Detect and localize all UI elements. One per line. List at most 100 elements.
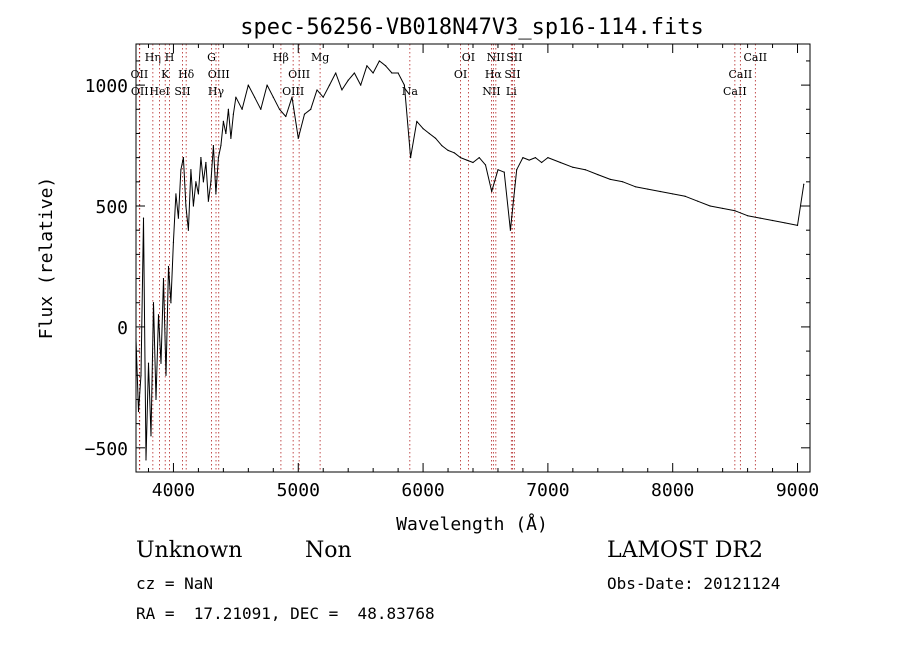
y-axis-label: Flux (relative) — [36, 177, 57, 340]
data-point — [322, 96, 324, 98]
data-point — [217, 157, 219, 159]
marker-label-0: OII — [131, 68, 149, 81]
data-point — [310, 108, 312, 110]
marker-label-17: OI — [462, 51, 475, 64]
marker-label-16: OI — [454, 68, 467, 81]
data-point — [428, 132, 430, 135]
data-point — [145, 459, 147, 461]
data-point — [180, 169, 182, 171]
data-point — [597, 173, 599, 176]
x-axis-label: Wavelength (Å) — [396, 513, 548, 535]
y-tick-label: 500 — [95, 197, 128, 218]
data-point — [212, 144, 214, 147]
marker-label-6: SII — [174, 85, 190, 98]
data-point — [528, 159, 530, 161]
data-point — [634, 186, 636, 188]
data-point — [152, 302, 155, 304]
data-point — [142, 217, 145, 219]
data-point — [447, 149, 449, 151]
data-point — [170, 302, 172, 304]
marker-label-2: Hη — [145, 51, 161, 64]
spectrum-line-0 — [135, 60, 805, 461]
data-point — [709, 205, 711, 207]
data-point — [416, 120, 418, 122]
data-point — [534, 157, 537, 159]
data-point — [434, 137, 437, 139]
data-point — [137, 410, 140, 413]
data-point — [335, 72, 337, 74]
data-point — [372, 72, 374, 74]
data-point — [360, 84, 362, 86]
data-point — [167, 265, 170, 268]
y-tick-label: −500 — [85, 439, 128, 460]
marker-label-21: Li — [506, 85, 517, 98]
data-point — [177, 217, 180, 219]
marker-label-11: Hβ — [273, 51, 289, 64]
data-point — [759, 217, 761, 219]
data-point — [227, 108, 229, 110]
data-point — [222, 120, 224, 122]
marker-label-4: K — [161, 68, 170, 81]
data-point — [609, 178, 611, 181]
data-point — [697, 200, 699, 202]
marker-label-24: CaII — [723, 85, 747, 98]
data-point — [472, 161, 474, 164]
y-tick-label: 1000 — [85, 76, 128, 97]
data-point — [547, 157, 549, 159]
data-point — [185, 205, 187, 207]
data-point — [175, 193, 177, 195]
data-point — [353, 72, 356, 74]
data-point — [291, 96, 293, 98]
coordinates-text: RA = 17.21091, DEC = 48.83768 — [136, 604, 435, 623]
data-point — [195, 181, 197, 183]
y-tick-label: 0 — [117, 318, 128, 339]
data-point — [409, 157, 412, 159]
data-point — [491, 190, 493, 193]
x-tick-label: 4000 — [152, 480, 195, 501]
axis-ticks: 4000 5000 6000 7000 8000 9000 −500 0 500 1000 — [85, 44, 819, 501]
data-point — [722, 207, 724, 210]
data-point — [316, 89, 318, 91]
data-point — [202, 181, 204, 183]
data-point — [220, 144, 222, 147]
data-point — [266, 84, 268, 86]
data-point — [478, 157, 480, 159]
data-point — [453, 152, 455, 154]
data-point — [497, 169, 499, 171]
data-point — [190, 169, 192, 171]
data-point — [522, 157, 524, 159]
marker-label-25: CaII — [729, 68, 753, 81]
class-label: Unknown — [136, 538, 243, 563]
data-point — [247, 84, 249, 86]
data-point — [385, 65, 387, 67]
data-point — [422, 128, 424, 130]
data-point — [160, 362, 162, 364]
data-point — [572, 166, 574, 168]
marker-label-1: OII — [131, 85, 149, 98]
data-point — [297, 137, 299, 139]
x-tick-label: 8000 — [651, 480, 694, 501]
marker-label-15: Na — [402, 85, 419, 98]
data-point — [272, 96, 274, 98]
data-point — [803, 183, 805, 185]
marker-label-19: Hα — [485, 68, 503, 81]
data-point — [622, 181, 624, 183]
data-point — [157, 314, 160, 316]
plot-frame — [135, 43, 811, 473]
data-point — [165, 374, 167, 376]
marker-label-9: Hγ — [208, 85, 225, 98]
data-point — [140, 374, 142, 376]
obs-date-text: Obs-Date: 20121124 — [607, 574, 781, 593]
marker-label-10: OIII — [208, 68, 230, 81]
data-point — [397, 72, 399, 74]
data-point — [647, 188, 649, 190]
x-tick-label: 5000 — [277, 480, 320, 501]
data-point — [503, 171, 505, 173]
data-point — [182, 157, 185, 159]
data-point — [225, 132, 227, 135]
data-point — [150, 435, 152, 437]
marker-label-20: NII — [487, 51, 505, 64]
spectral-line-markers: OIIOIIHηHeIKHSIIHδGHγOIIIHβOIIIOIIIMgNaO… — [131, 44, 767, 472]
data-point — [205, 161, 207, 164]
